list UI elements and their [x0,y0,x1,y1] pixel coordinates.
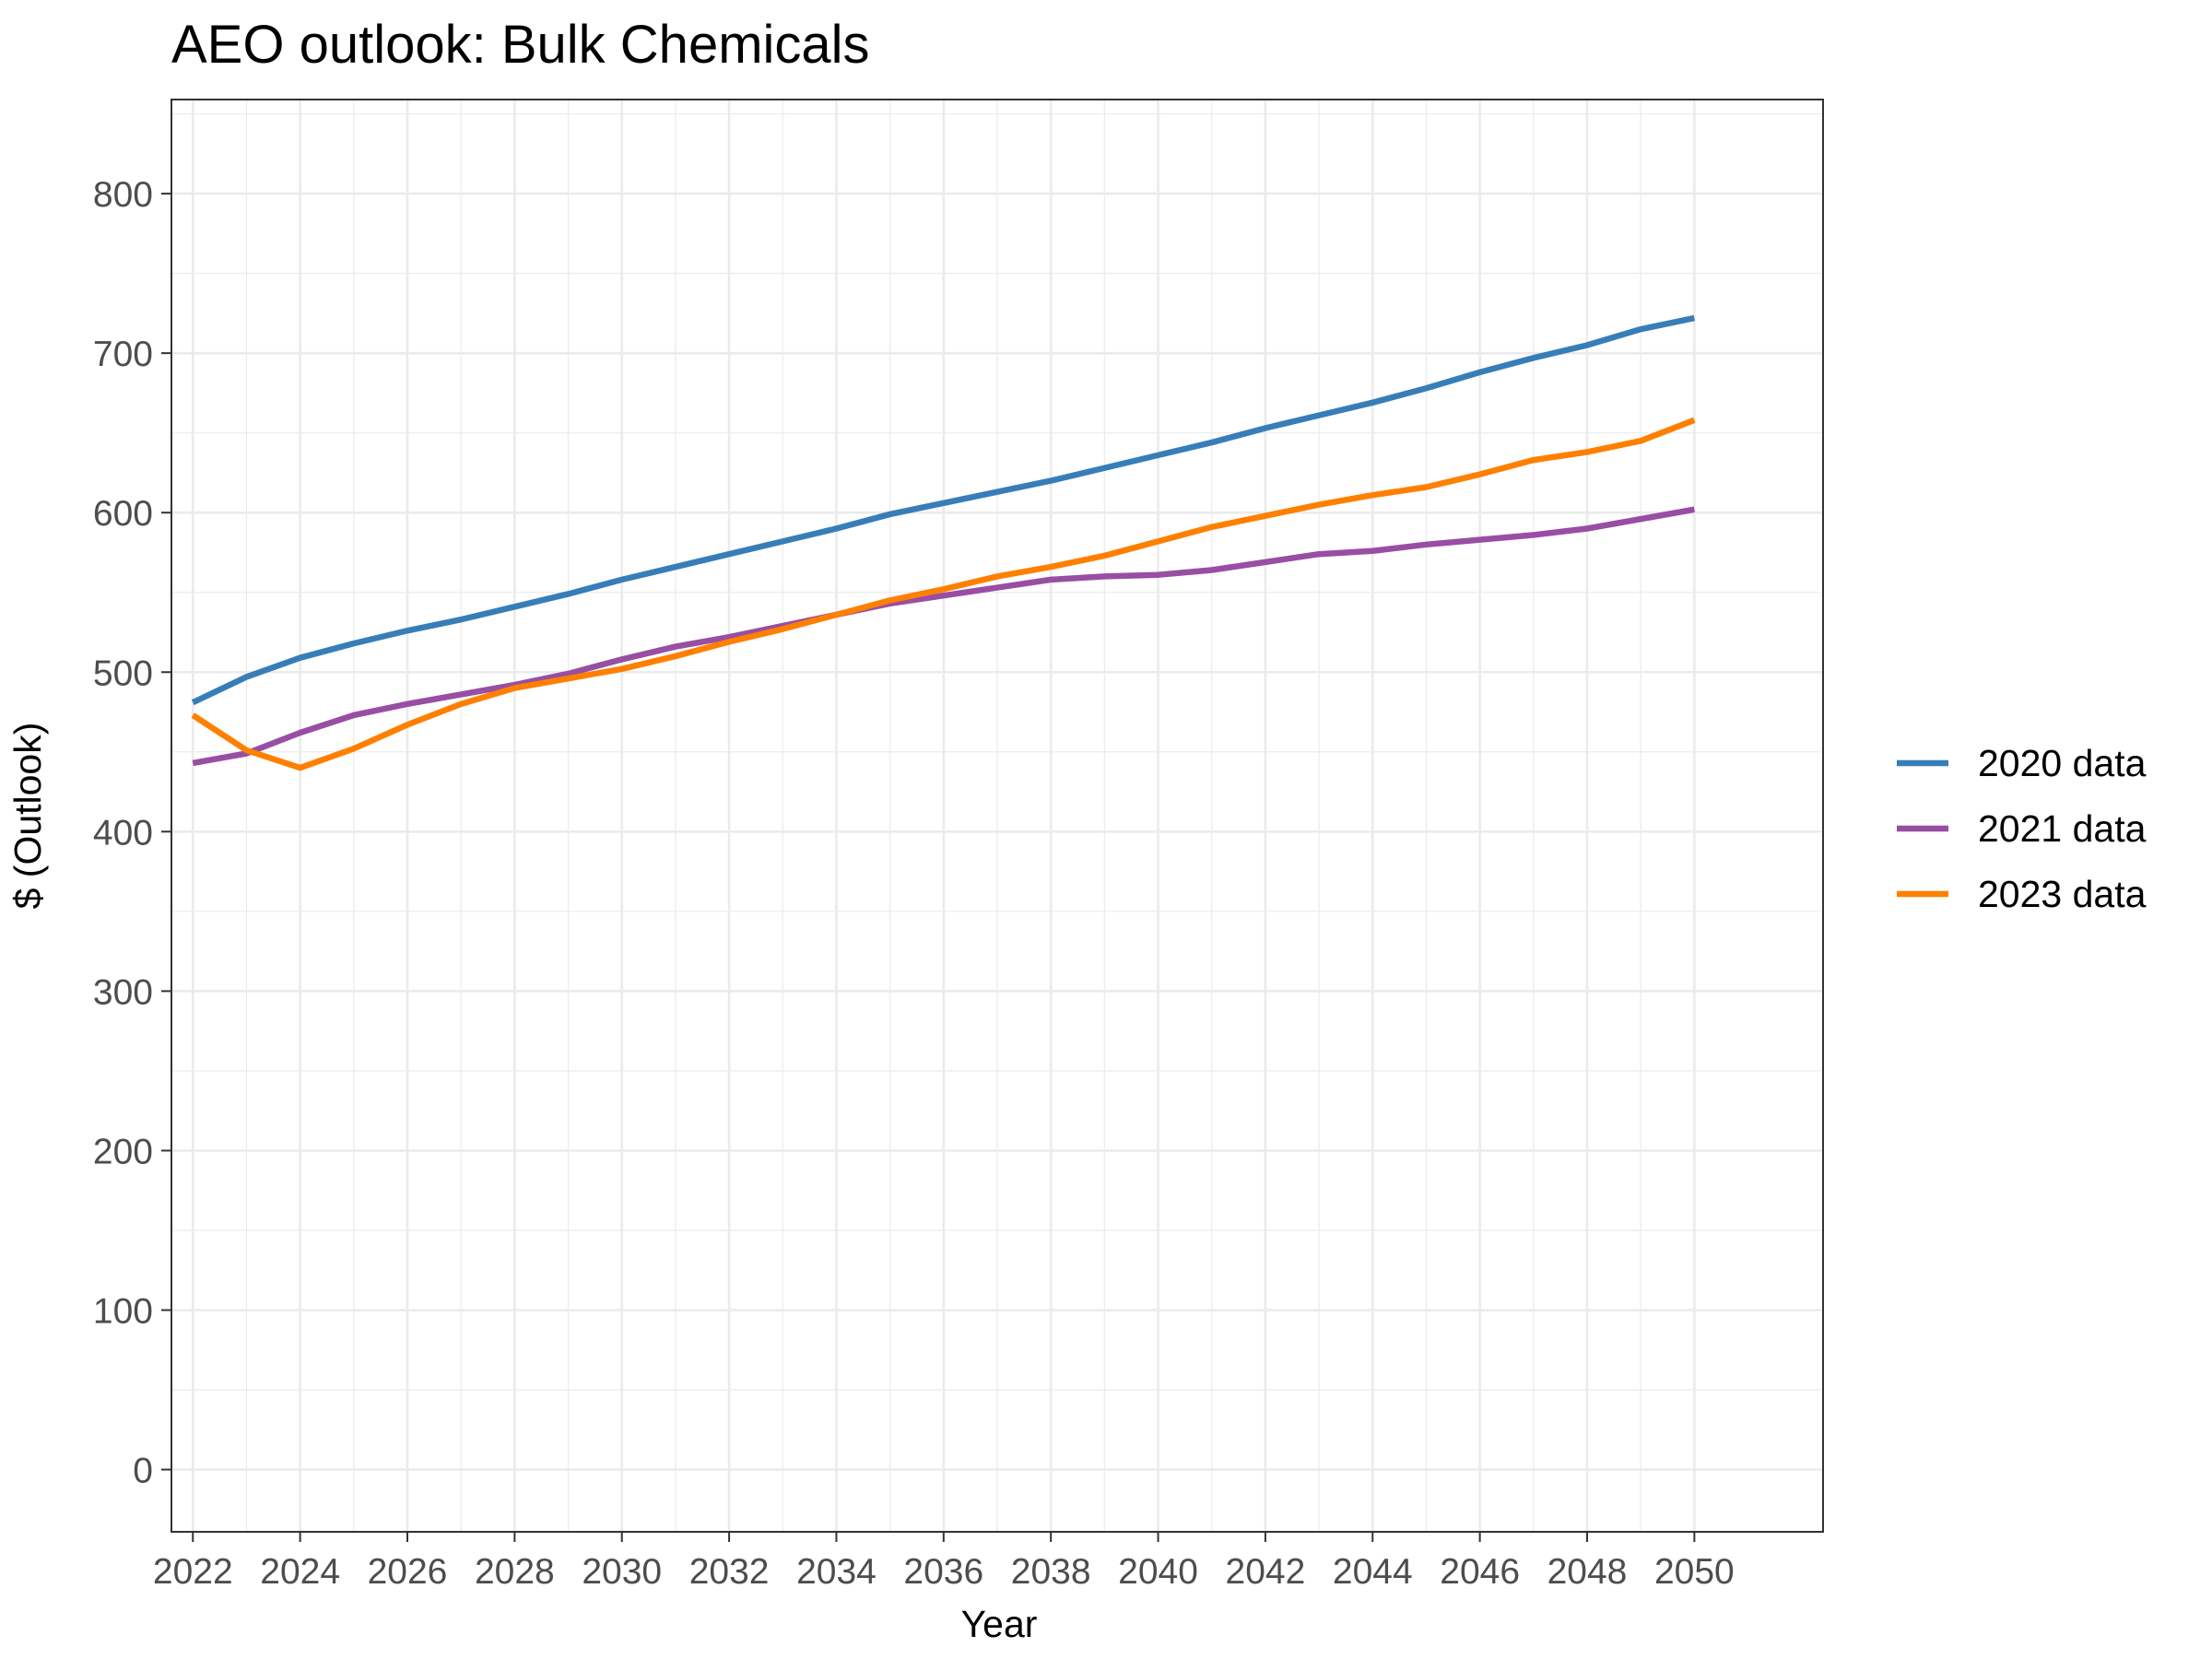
y-tick-label: 500 [93,653,153,693]
y-axis: 0 100 200 300 400 500 600 700 800 [93,175,171,1491]
y-tick-label: 800 [93,175,153,215]
series-line-1 [191,314,1696,706]
x-tick-label: 2028 [475,1552,555,1592]
legend-item: 2020 data [1897,742,2147,784]
legend: 2020 data 2021 data 2023 data [1897,742,2147,915]
y-tick-label: 100 [93,1291,153,1331]
x-tick-label: 2048 [1547,1552,1628,1592]
series-line-2 [192,506,1695,767]
y-tick-label: 300 [93,972,153,1012]
x-tick-label: 2038 [1011,1552,1091,1592]
x-tick-label: 2022 [153,1552,233,1592]
y-tick-label: 400 [93,813,153,853]
x-tick-label: 2046 [1440,1552,1520,1592]
x-tick-label: 2024 [260,1552,340,1592]
x-tick-label: 2026 [368,1552,448,1592]
x-tick-label: 2034 [796,1552,877,1592]
minor-gridlines [171,100,1823,1532]
x-tick-label: 2044 [1333,1552,1413,1592]
x-axis: 2022 2024 2026 2028 2030 2032 2034 2036 2038 2040… [153,1532,1735,1592]
plot-panel-border [171,99,1824,1533]
y-axis-title: $ (Outlook) [6,723,49,910]
x-axis-title: Year [961,1603,1038,1645]
legend-label: 2021 data [1978,807,2147,850]
legend-label: 2020 data [1978,742,2147,784]
chart-title: AEO outlook: Bulk Chemicals [171,15,870,75]
major-gridlines [171,100,1823,1532]
series-lines [191,314,1696,771]
legend-label: 2023 data [1978,873,2147,915]
x-tick-label: 2030 [582,1552,662,1592]
x-tick-label: 2050 [1654,1552,1735,1592]
x-tick-label: 2036 [903,1552,983,1592]
x-tick-label: 2040 [1118,1552,1198,1592]
x-tick-label: 2032 [689,1552,770,1592]
legend-item: 2021 data [1897,807,2147,850]
y-tick-label: 600 [93,494,153,534]
x-tick-label: 2042 [1226,1552,1306,1592]
y-tick-label: 0 [133,1452,153,1491]
legend-item: 2023 data [1897,873,2147,915]
series-line-3 [191,417,1696,771]
y-tick-label: 200 [93,1132,153,1171]
y-tick-label: 700 [93,335,153,374]
